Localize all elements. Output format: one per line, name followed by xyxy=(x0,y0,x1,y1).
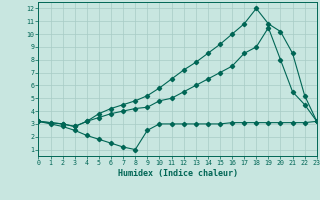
X-axis label: Humidex (Indice chaleur): Humidex (Indice chaleur) xyxy=(118,169,238,178)
